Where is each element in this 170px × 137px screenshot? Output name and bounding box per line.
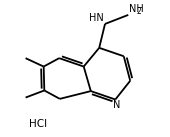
Text: N: N [113, 100, 120, 110]
Text: 2: 2 [136, 7, 141, 15]
Text: HCl: HCl [29, 119, 47, 129]
Text: HN: HN [89, 13, 104, 23]
Text: NH: NH [129, 4, 144, 14]
